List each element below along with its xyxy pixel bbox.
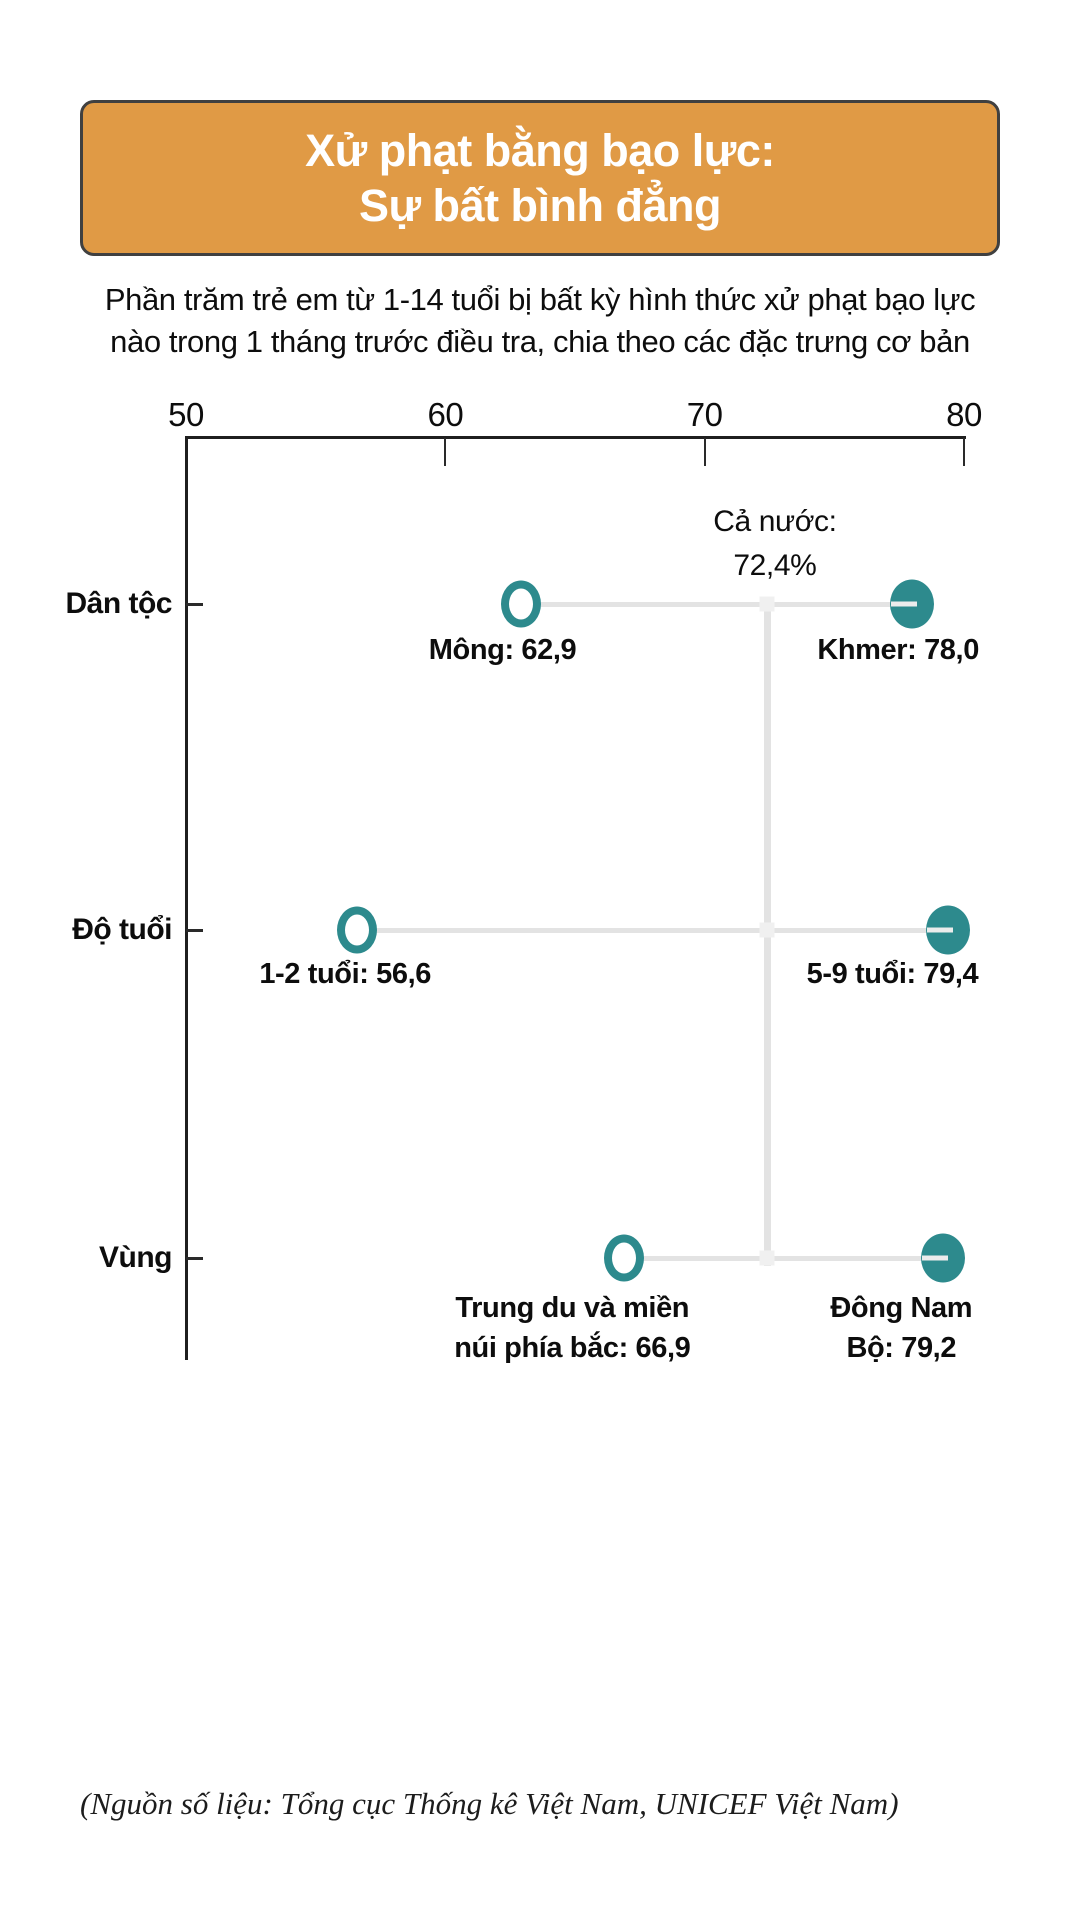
x-tick-label: 80 (946, 396, 982, 433)
high-label-line1: Đông Nam (830, 1292, 973, 1324)
high-label-line1: 5-9 tuổi: 79,4 (806, 958, 979, 990)
y-axis-row-tick (186, 1257, 203, 1260)
national-average-label-line2: 72,4% (733, 549, 817, 582)
low-label-line2: núi phía bắc: 66,9 (454, 1332, 691, 1364)
low-dot (604, 1234, 645, 1282)
connector-line (624, 1256, 944, 1261)
row-label-region: Vùng (99, 1241, 173, 1274)
high-label-line1: Khmer: 78,0 (817, 634, 979, 666)
x-tick-mark (963, 438, 965, 466)
x-tick-label: 60 (427, 396, 464, 433)
title-banner: Xử phạt bằng bạo lực: Sự bất bình đẳng (80, 100, 1000, 256)
x-tick-mark (444, 438, 447, 466)
low-label-line1: Trung du và miền (455, 1292, 690, 1324)
national-average-label-line1: Cả nước: (713, 505, 837, 538)
connector-line (357, 928, 949, 933)
y-axis-row-tick (186, 603, 203, 606)
high-label-line2: Bộ: 79,2 (846, 1332, 957, 1364)
page-title-line2: Sự bất bình đẳng (358, 180, 722, 231)
chart-subtitle: Phần trăm trẻ em từ 1-14 tuổi bị bất kỳ … (0, 279, 1080, 363)
low-dot-label: Trung du và miền núi phía bắc: 66,9 (454, 1288, 691, 1368)
x-tick-mark (703, 438, 706, 466)
connector-line (520, 602, 913, 607)
x-tick-label: 50 (168, 396, 204, 433)
low-dot-label: Mông: 62,9 (428, 630, 577, 670)
row-label-age: Độ tuổi (72, 913, 172, 946)
subtitle-line2: nào trong 1 tháng trước điều tra, chia t… (110, 324, 970, 359)
low-label-line1: 1-2 tuổi: 56,6 (259, 958, 431, 990)
reference-cross-marker (759, 596, 775, 612)
x-tick-label: 70 (686, 396, 723, 433)
data-source-note: (Nguồn số liệu: Tổng cục Thống kê Việt N… (80, 1786, 899, 1821)
high-dot-dash (922, 1255, 949, 1261)
high-dot-dash (891, 601, 918, 607)
page-title-line1: Xử phạt bằng bạo lực: (305, 125, 775, 176)
low-dot (500, 580, 541, 628)
low-dot-label: 1-2 tuổi: 56,6 (259, 954, 431, 994)
high-dot-label: Đông Nam Bộ: 79,2 (830, 1288, 972, 1368)
low-label-line1: Mông: 62,9 (428, 634, 577, 666)
subtitle-line1: Phần trăm trẻ em từ 1-14 tuổi bị bất kỳ … (104, 282, 976, 317)
x-axis-line (186, 436, 966, 439)
reference-cross-marker (759, 1250, 775, 1266)
y-axis-row-tick (186, 929, 203, 932)
national-average-label: Cả nước: 72,4% (713, 500, 837, 588)
high-dot-label: Khmer: 78,0 (817, 630, 979, 670)
low-dot (337, 906, 378, 954)
y-axis-line (185, 436, 188, 1360)
row-label-ethnicity: Dân tộc (65, 587, 172, 620)
high-dot-dash (927, 927, 954, 933)
reference-cross-marker (759, 922, 775, 938)
high-dot-label: 5-9 tuổi: 79,4 (807, 954, 979, 994)
